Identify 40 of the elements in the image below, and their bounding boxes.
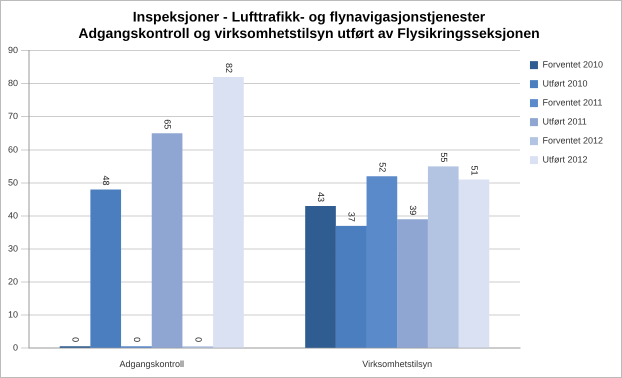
data-label: 0 — [132, 337, 142, 342]
chart-title: Inspeksjoner - Lufttrafikk- og flynavigasjonstjenester Adgangskontroll og virksomhetstilsyn utført av Flysikringsseksjonen — [78, 8, 540, 42]
data-label: 43 — [316, 192, 326, 202]
bar — [428, 166, 459, 348]
y-tick-label: 10 — [8, 310, 18, 320]
data-label: 37 — [346, 212, 357, 222]
y-tick-label: 90 — [8, 45, 18, 56]
data-label: 65 — [162, 119, 173, 130]
bar — [213, 77, 244, 348]
y-tick-label: 70 — [8, 111, 18, 122]
legend-label: Utført 2012 — [542, 154, 588, 165]
data-label: 0 — [193, 337, 204, 342]
data-label: 39 — [408, 205, 418, 216]
bar — [305, 206, 336, 348]
bar — [458, 180, 490, 348]
data-label: 52 — [377, 162, 388, 172]
x-tick-label: Virksomhetstilsyn — [362, 359, 432, 370]
y-tick-label: 80 — [8, 78, 18, 88]
legend-label: Forventet 2010 — [542, 60, 604, 70]
data-label: 0 — [70, 337, 81, 342]
bar — [397, 219, 428, 348]
data-label: 48 — [101, 175, 112, 186]
x-tick-label: Adgangskontroll — [119, 359, 184, 370]
bar — [90, 189, 122, 348]
data-label: 51 — [469, 166, 480, 176]
legend-label: Forventet 2012 — [542, 136, 604, 146]
y-tick-label: 30 — [8, 243, 18, 254]
legend-label: Utført 2010 — [542, 78, 588, 89]
y-tick-label: 60 — [8, 144, 18, 154]
y-tick-label: 50 — [8, 177, 18, 188]
y-tick-label: 20 — [8, 276, 18, 287]
legend-label: Forventet 2011 — [542, 98, 602, 108]
bar — [366, 176, 398, 348]
y-tick-label: 0 — [12, 342, 18, 353]
y-tick-label: 40 — [8, 210, 18, 220]
bar — [152, 133, 182, 348]
data-label: 55 — [438, 152, 449, 162]
legend-label: Utført 2011 — [542, 116, 587, 127]
bar — [336, 226, 367, 348]
data-label: 82 — [224, 63, 234, 74]
